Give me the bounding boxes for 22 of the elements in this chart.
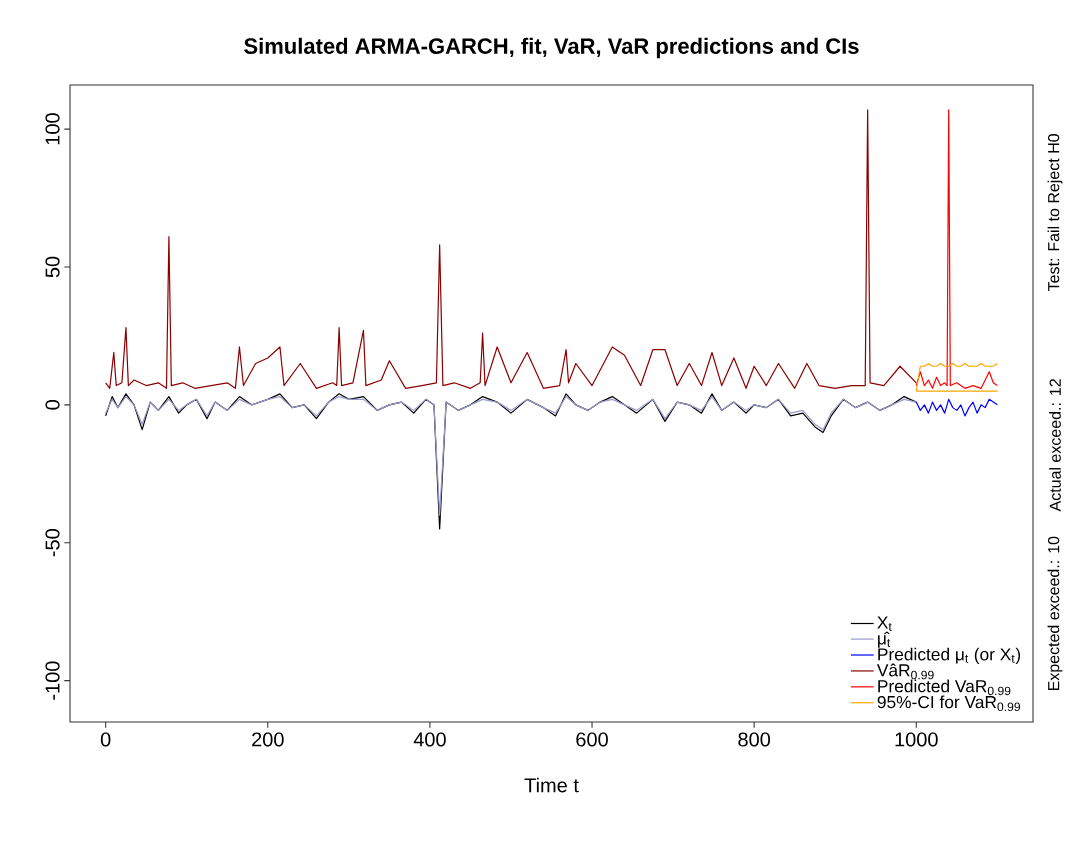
text: Actual exceed.: 12 <box>1049 379 1061 512</box>
x-axis-title: Time t <box>524 777 579 793</box>
x-tick-label: 800 <box>738 732 771 747</box>
chart-title: Simulated ARMA-GARCH, fit, VaR, VaR predictions and CIs <box>244 37 859 59</box>
legend-label: X$_{t}$ <box>877 616 892 631</box>
x-tick-label: 400 <box>413 732 446 747</box>
x-tick-label: 600 <box>576 732 608 747</box>
legend-label: μ̂$_{t}$ <box>878 631 891 648</box>
x-tick-label: 200 <box>252 732 284 747</box>
legend-label: Predicted μ$_{t}$ (or X$_{t}$) <box>878 647 1021 664</box>
y-tick-label: -100 <box>45 661 60 700</box>
text: Test: Fail to Reject H0 <box>1047 134 1063 292</box>
legend-label: 95%-CI for VaR$_{0.99}$ <box>877 695 1021 712</box>
x-tick-label: 0 <box>100 732 111 747</box>
y-tick-label: 0 <box>45 400 60 410</box>
y-tick-label: 100 <box>45 113 60 145</box>
legend-label: VâR$_{0.99}$ <box>876 663 934 680</box>
legend-label: Predicted VaR$_{0.99}$ <box>878 679 1011 696</box>
y-tick-label: 50 <box>45 256 60 278</box>
y-tick-label: -50 <box>45 529 60 557</box>
x-tick-label: 1000 <box>895 732 938 747</box>
text: Expected exceed.: 10 <box>1047 536 1063 691</box>
